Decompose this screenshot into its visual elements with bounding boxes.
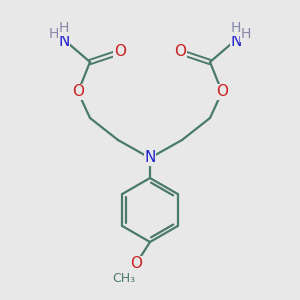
Text: H: H [231, 21, 241, 35]
Text: O: O [216, 85, 228, 100]
Text: CH₃: CH₃ [112, 272, 136, 284]
Text: O: O [174, 44, 186, 59]
Text: H: H [49, 27, 59, 41]
Text: O: O [114, 44, 126, 59]
Text: O: O [130, 256, 142, 272]
Text: H: H [241, 27, 251, 41]
Text: N: N [230, 34, 242, 50]
Text: H: H [59, 21, 69, 35]
Text: O: O [72, 85, 84, 100]
Text: N: N [144, 151, 156, 166]
Text: N: N [58, 34, 70, 50]
